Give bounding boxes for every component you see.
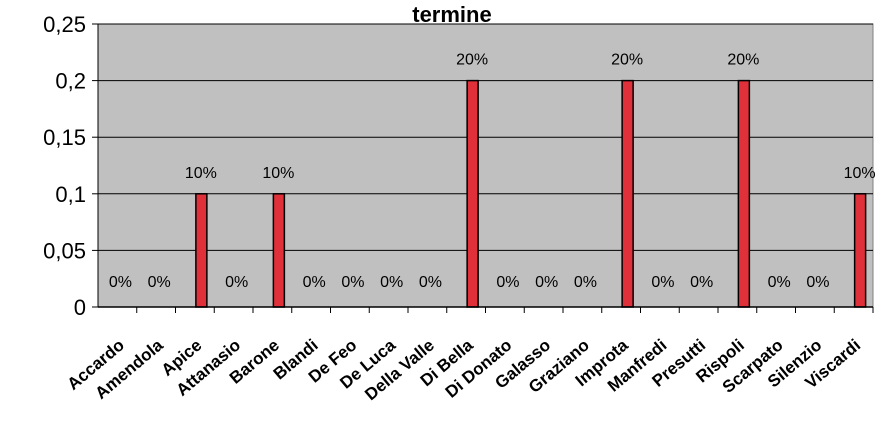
data-label: 0% <box>806 274 829 291</box>
bar <box>195 193 208 308</box>
y-axis-ticks: 0 0,05 0,1 0,15 0,2 0,25 <box>43 12 98 320</box>
data-label: 0% <box>496 274 519 291</box>
bar <box>853 193 867 308</box>
bar <box>621 79 634 308</box>
y-tick-label: 0 <box>74 295 86 320</box>
x-axis-ticks: AccardoAmendolaApiceAttanasioBaroneBland… <box>64 307 874 404</box>
data-labels: 0% 0% 10% 0% 10% 0% 0% 0% 0% 20% 0% 0% 0% 20% 0% 0% 20% 0… <box>109 52 876 291</box>
chart-title: termine <box>412 2 491 27</box>
y-tick-label: 0,05 <box>43 238 86 263</box>
bar <box>466 79 479 308</box>
data-label: 0% <box>148 274 171 291</box>
data-label: 10% <box>844 165 876 182</box>
data-label: 0% <box>651 274 674 291</box>
y-tick-label: 0,25 <box>43 12 86 37</box>
data-label: 0% <box>535 274 558 291</box>
data-label: 20% <box>727 52 759 69</box>
y-tick-label: 0,1 <box>55 182 86 207</box>
data-label: 0% <box>690 274 713 291</box>
data-label: 0% <box>419 274 442 291</box>
data-label: 10% <box>185 165 217 182</box>
data-label: 0% <box>768 274 791 291</box>
bar <box>737 79 751 308</box>
data-label: 10% <box>262 165 294 182</box>
y-tick-label: 0,15 <box>43 125 86 150</box>
data-label: 0% <box>225 274 248 291</box>
data-label: 0% <box>303 274 326 291</box>
data-label: 20% <box>611 52 643 69</box>
data-label: 0% <box>574 274 597 291</box>
y-tick-label: 0,2 <box>55 69 86 94</box>
data-label: 0% <box>109 274 132 291</box>
data-label: 0% <box>341 274 364 291</box>
bar <box>272 193 286 308</box>
data-label: 0% <box>380 274 403 291</box>
data-label: 20% <box>456 52 488 69</box>
